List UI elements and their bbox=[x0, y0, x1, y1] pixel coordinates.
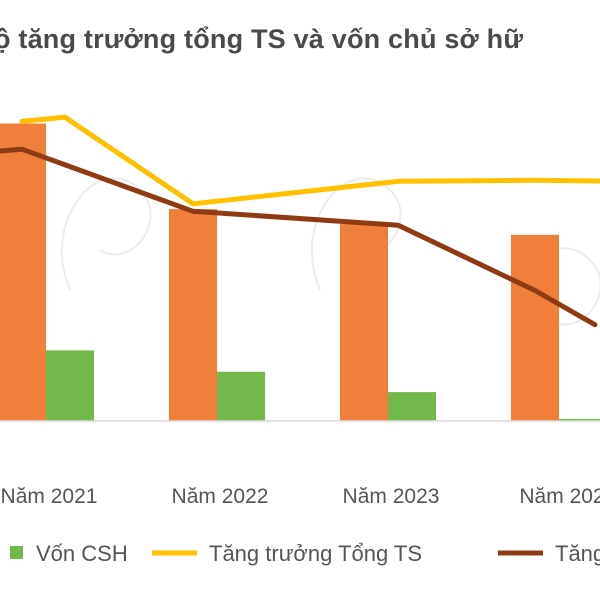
bar-von-csh-0 bbox=[46, 350, 94, 421]
bar-von-csh-1 bbox=[217, 371, 265, 421]
bar-orange-0 bbox=[0, 123, 46, 421]
x-tick-label-0: Năm 2021 bbox=[1, 485, 98, 508]
bar-von-csh-2 bbox=[388, 392, 436, 421]
bars-group bbox=[0, 123, 600, 421]
lines-group bbox=[0, 114, 600, 328]
x-tick-label-2: Năm 2023 bbox=[343, 485, 440, 508]
legend-label-von: Tăng bbox=[555, 541, 600, 566]
bar-orange-2 bbox=[340, 224, 388, 421]
legend-swatch-green bbox=[10, 546, 23, 559]
legend: Vốn CSH Tăng trưởng Tổng TS Tăng bbox=[10, 541, 600, 566]
chart-title: ộ tăng trưởng tổng TS và vốn chủ sở hữ bbox=[0, 24, 524, 54]
x-tick-labels: Năm 2021 Năm 2022 Năm 2023 Năm 202 bbox=[1, 485, 600, 508]
bar-orange-3 bbox=[511, 234, 559, 421]
legend-label-green: Vốn CSH bbox=[36, 541, 128, 566]
legend-label-tongts: Tăng trưởng Tổng TS bbox=[209, 541, 422, 566]
watermark-swirl bbox=[60, 177, 152, 291]
line-von bbox=[0, 146, 598, 328]
x-tick-label-3: Năm 202 bbox=[519, 485, 600, 508]
x-tick-label-1: Năm 2022 bbox=[172, 485, 269, 508]
bar-orange-1 bbox=[169, 209, 217, 421]
line-tongts bbox=[19, 114, 600, 207]
bar-von-csh-3 bbox=[559, 418, 600, 421]
